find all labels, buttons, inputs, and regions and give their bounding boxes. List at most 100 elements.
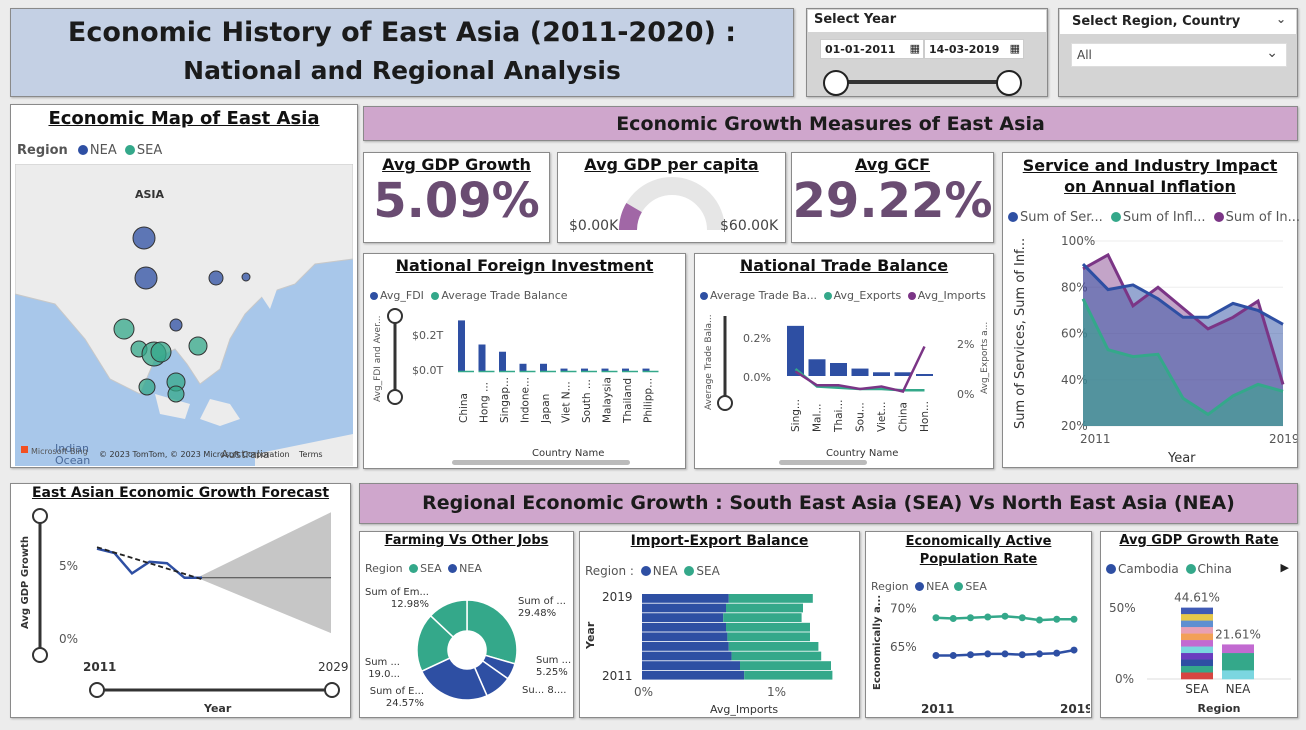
series-line-services[interactable] xyxy=(1081,263,1284,326)
chevron-right-icon[interactable]: ▶ xyxy=(1280,561,1289,574)
year-range-end-handle[interactable] xyxy=(996,70,1022,96)
stacked-segment[interactable] xyxy=(1222,644,1254,654)
bar-nea[interactable] xyxy=(642,642,729,651)
legend-services[interactable]: Sum of Ser... xyxy=(1020,210,1103,225)
trade-balance-bar[interactable] xyxy=(873,372,890,376)
donut-slice-sea[interactable] xyxy=(466,599,518,665)
bar-sea[interactable] xyxy=(727,632,810,642)
bar-nea[interactable] xyxy=(642,594,729,603)
bar-nea[interactable] xyxy=(642,613,724,622)
stacked-segment[interactable] xyxy=(1181,666,1213,673)
data-point-sea[interactable] xyxy=(1018,614,1026,622)
map-bubble-nea[interactable] xyxy=(132,226,156,250)
data-point-sea[interactable] xyxy=(1053,615,1061,623)
trade-balance-bar[interactable] xyxy=(830,363,847,376)
impexp-legend-nea[interactable]: NEA xyxy=(652,564,678,578)
series-line-inflation[interactable] xyxy=(1081,298,1284,417)
stacked-segment[interactable] xyxy=(1222,653,1254,663)
data-point-sea[interactable] xyxy=(1036,616,1043,624)
stacked-segment[interactable] xyxy=(1181,607,1213,615)
map-bubble-sea[interactable] xyxy=(113,318,135,340)
x-zoom-handle[interactable] xyxy=(89,682,105,698)
chevron-down-icon[interactable]: ⌄ xyxy=(1266,45,1278,61)
fdi-bar[interactable] xyxy=(540,363,547,371)
bar-sea[interactable] xyxy=(744,670,833,680)
fdi-bar[interactable] xyxy=(458,320,465,371)
donut-slice-nea[interactable] xyxy=(420,657,488,701)
bar-sea[interactable] xyxy=(731,651,822,661)
data-point-sea[interactable] xyxy=(1070,615,1078,623)
legend-inflation[interactable]: Sum of Infl... xyxy=(1122,210,1206,225)
gdprate-legend-cambodia[interactable]: Cambodia xyxy=(1118,562,1179,576)
series-line-imports[interactable] xyxy=(794,345,926,393)
bar-sea[interactable] xyxy=(726,603,803,613)
active-legend-sea[interactable]: SEA xyxy=(965,580,987,593)
series-line-gdp-growth[interactable] xyxy=(96,547,202,580)
data-point-nea[interactable] xyxy=(1018,651,1026,659)
legend-industry[interactable]: Sum of In... xyxy=(1225,210,1301,225)
legend-exports[interactable]: Avg_Exports xyxy=(833,289,902,302)
stacked-segment[interactable] xyxy=(1181,672,1213,680)
fdi-bar[interactable] xyxy=(560,368,568,371)
fdi-bar[interactable] xyxy=(499,351,506,371)
calendar-icon[interactable]: ▦ xyxy=(909,42,920,55)
stacked-segment[interactable] xyxy=(1181,659,1213,667)
legend-fdi[interactable]: Avg_FDI xyxy=(380,289,424,302)
legend-trade-bal[interactable]: Average Trade Ba... xyxy=(710,289,818,302)
fdi-bar[interactable] xyxy=(478,344,486,372)
horizontal-scrollbar[interactable] xyxy=(452,460,630,465)
bar-sea[interactable] xyxy=(723,613,802,622)
start-date-input[interactable]: 01-01-2011 ▦ xyxy=(820,39,924,59)
farming-legend-nea[interactable]: NEA xyxy=(459,562,482,575)
bar-nea[interactable] xyxy=(642,651,732,661)
data-point-nea[interactable] xyxy=(1001,650,1009,658)
data-point-nea[interactable] xyxy=(967,651,974,659)
fdi-bar[interactable] xyxy=(519,363,527,371)
stacked-segment[interactable] xyxy=(1181,640,1213,647)
map-canvas[interactable]: ASIA Indian Ocean Australia Microsoft Bi… xyxy=(15,164,353,466)
data-point-nea[interactable] xyxy=(949,651,957,659)
bar-nea[interactable] xyxy=(642,670,745,680)
map-bubble-sea[interactable] xyxy=(138,378,156,396)
impexp-legend-sea[interactable]: SEA xyxy=(696,564,720,578)
horizontal-scrollbar[interactable] xyxy=(779,460,867,465)
y-zoom-handle[interactable] xyxy=(32,508,48,524)
y-zoom-handle[interactable] xyxy=(32,647,48,663)
series-line-industry[interactable] xyxy=(1082,252,1285,385)
trade-balance-bar[interactable] xyxy=(808,359,826,376)
trade-balance-bar[interactable] xyxy=(894,372,912,376)
data-point-nea[interactable] xyxy=(932,651,940,659)
map-bubble-nea[interactable] xyxy=(241,272,251,282)
data-point-sea[interactable] xyxy=(932,614,940,622)
stacked-segment[interactable] xyxy=(1181,620,1213,628)
data-point-nea[interactable] xyxy=(1053,649,1061,657)
map-bubble-sea[interactable] xyxy=(188,336,208,356)
map-bubble-sea[interactable] xyxy=(167,385,185,403)
map-legend-nea[interactable]: NEA xyxy=(89,143,117,158)
region-slicer-header[interactable]: Select Region, Country ⌄ xyxy=(1060,10,1296,34)
fdi-bar[interactable] xyxy=(622,368,629,371)
map-legend-sea[interactable]: SEA xyxy=(136,143,163,158)
stacked-segment[interactable] xyxy=(1222,661,1254,671)
trade-balance-bar[interactable] xyxy=(787,325,804,376)
data-point-nea[interactable] xyxy=(984,650,992,658)
calendar-icon[interactable]: ▦ xyxy=(1009,42,1020,55)
farming-legend-sea[interactable]: SEA xyxy=(420,562,442,575)
year-range-track[interactable] xyxy=(835,80,1011,84)
bar-sea[interactable] xyxy=(728,594,813,603)
map-terms[interactable]: Terms xyxy=(298,450,323,459)
region-dropdown[interactable]: All ⌄ xyxy=(1071,43,1287,67)
stacked-segment[interactable] xyxy=(1181,627,1213,634)
y-zoom-handle[interactable] xyxy=(387,308,403,324)
stacked-segment[interactable] xyxy=(1181,614,1213,621)
bar-nea[interactable] xyxy=(642,622,726,632)
map-bubble-sea[interactable] xyxy=(150,341,172,363)
bar-nea[interactable] xyxy=(642,632,728,642)
bar-nea[interactable] xyxy=(642,603,726,613)
map-bubble-nea[interactable] xyxy=(208,270,224,286)
stacked-segment[interactable] xyxy=(1181,633,1213,641)
stacked-segment[interactable] xyxy=(1181,653,1213,660)
bar-sea[interactable] xyxy=(740,661,831,670)
data-point-sea[interactable] xyxy=(967,614,974,622)
data-point-nea[interactable] xyxy=(1070,646,1078,654)
